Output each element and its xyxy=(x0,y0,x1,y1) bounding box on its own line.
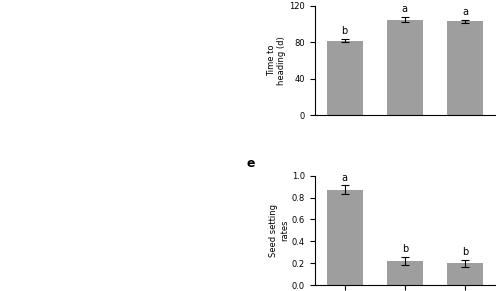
Bar xyxy=(326,190,362,285)
Text: b: b xyxy=(402,244,408,254)
Bar xyxy=(447,263,483,285)
Text: b: b xyxy=(462,247,468,257)
Bar xyxy=(387,19,423,115)
Text: a: a xyxy=(342,173,347,183)
Bar xyxy=(326,40,362,115)
Y-axis label: Seed setting
rates: Seed setting rates xyxy=(270,204,289,257)
Text: a: a xyxy=(462,7,468,17)
Bar xyxy=(387,261,423,285)
Text: b: b xyxy=(342,26,348,36)
Y-axis label: Time to
heading (d): Time to heading (d) xyxy=(267,36,286,85)
Text: a: a xyxy=(402,4,408,15)
Text: e: e xyxy=(246,157,254,170)
Bar xyxy=(447,21,483,115)
